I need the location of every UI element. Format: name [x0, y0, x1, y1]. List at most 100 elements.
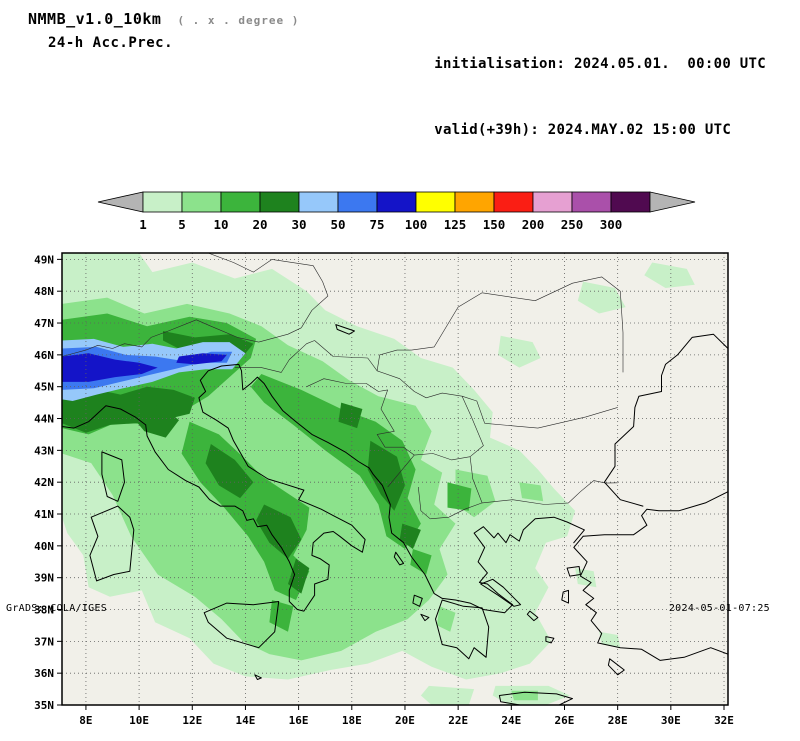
x-axis-tick-label: 22E [448, 714, 468, 727]
lesbos-coastline [566, 566, 581, 577]
colorbar-segment [415, 191, 456, 213]
precip-shaded-region [131, 399, 179, 438]
y-axis-tick-label: 45N [34, 381, 54, 394]
x-axis-tick-label: 32E [714, 714, 734, 727]
colorbar-right-arrow [649, 191, 696, 213]
x-axis-tick-label: 24E [501, 714, 521, 727]
colorbar-segment [454, 191, 495, 213]
colorbar-segment [337, 191, 378, 213]
x-axis-tick-label: 12E [182, 714, 202, 727]
footer: GrADS: COLA/IGES 2024-05-01-07:25 [0, 603, 800, 614]
colorbar-segment [220, 191, 261, 213]
colorbar-tick-label: 1 [139, 217, 147, 232]
colorbar-segment [532, 191, 573, 213]
init-time-label: initialisation: 2024.05.01. 00:00 UTC [434, 56, 766, 72]
colorbar-tick-label: 5 [178, 217, 186, 232]
x-axis-tick-label: 28E [608, 714, 628, 727]
colorbar-segment [610, 191, 651, 213]
creation-timestamp: 2024-05-01-07:25 [668, 603, 770, 614]
country-border [306, 378, 415, 456]
header-right: initialisation: 2024.05.01. 00:00 UTC va… [434, 9, 766, 185]
x-axis-tick-label: 8E [79, 714, 92, 727]
colorbar-tick-label: 50 [330, 217, 345, 232]
y-axis-tick-label: 41N [34, 508, 54, 521]
country-border [314, 276, 624, 373]
y-axis-tick-label: 42N [34, 476, 54, 489]
colorbar-segment [298, 191, 339, 213]
colorbar-tick-label: 200 [522, 217, 545, 232]
lake-balaton-coastline [335, 324, 355, 335]
colorbar-segment [571, 191, 612, 213]
precip-shaded-region [498, 335, 541, 368]
y-axis-tick-label: 46N [34, 349, 54, 362]
country-border [387, 453, 471, 488]
colorbar-tick-label: 300 [600, 217, 623, 232]
precip-shaded-region [62, 386, 195, 433]
precip-shaded-region [62, 353, 158, 382]
colorbar-tick-label: 20 [252, 217, 267, 232]
colorbar-tick-label: 250 [561, 217, 584, 232]
precip-shaded-region [447, 482, 472, 511]
kefalonia-coastline [412, 594, 423, 607]
country-border [208, 253, 329, 328]
precip-shaded-region [176, 353, 227, 365]
colorbar-tick-label: 100 [405, 217, 428, 232]
euboea-coastline [480, 578, 522, 607]
colorbar-segment [181, 191, 222, 213]
precip-shaded-region [367, 440, 405, 511]
x-axis-tick-label: 16E [289, 714, 309, 727]
y-axis-tick-label: 43N [34, 444, 54, 457]
y-axis-tick-label: 47N [34, 317, 54, 330]
marmara-blacksea-anatolia-coastline [582, 491, 728, 537]
colorbar-tick-label: 10 [213, 217, 228, 232]
y-axis-tick-label: 37N [34, 635, 54, 648]
y-axis-tick-label: 49N [34, 253, 54, 266]
y-axis-tick-label: 44N [34, 413, 54, 426]
x-axis-tick-label: 20E [395, 714, 415, 727]
x-axis-tick-label: 18E [342, 714, 362, 727]
italy-balkan-greece-mainland-coastline [62, 363, 585, 614]
x-axis-tick-label: 14E [236, 714, 256, 727]
colorbar-segment [142, 191, 183, 213]
precip-shaded-region [338, 402, 363, 429]
precip-shaded-region [644, 262, 695, 288]
colorbar-container: 1 5 10 20 30 50 75 100 125 150 200 250 300 [95, 191, 800, 243]
y-axis-tick-label: 39N [34, 572, 54, 585]
header-left: NMMB_v1.0_10km ( . x . degree ) 24-h Acc.… [28, 9, 299, 185]
precip-shaded-region [205, 444, 254, 499]
colorbar: 1 5 10 20 30 50 75 100 125 150 200 250 300 [97, 191, 696, 232]
precip-map-container: 8E 10E 12E 14E 16E 18E 20E 22E 24E 26E 28E 30E 32E 49… [0, 245, 800, 741]
x-axis-tick-label: 10E [129, 714, 149, 727]
colorbar-segment [376, 191, 417, 213]
y-axis-tick-label: 38N [34, 604, 54, 617]
colorbar-segment [493, 191, 534, 213]
model-title: NMMB_v1.0_10km [28, 10, 162, 28]
grads-credit: GrADS: COLA/IGES [6, 603, 108, 614]
colorbar-tick-label: 150 [483, 217, 506, 232]
corfu-coastline [393, 551, 405, 566]
x-axis-tick-label: 26E [555, 714, 575, 727]
precip-shaded-region [250, 374, 421, 549]
blacksea-west-coast-coastline [603, 333, 728, 507]
x-axis-tick-label: 30E [661, 714, 681, 727]
grid-note: ( . x . degree ) [177, 14, 300, 27]
colorbar-tick-label: 75 [369, 217, 384, 232]
corsica-coastline [101, 451, 125, 502]
precip-shaded-region [519, 482, 544, 502]
y-axis-tick-label: 36N [34, 667, 54, 680]
country-border [234, 340, 315, 373]
precip-shaded-region [410, 549, 432, 575]
chios-coastline [561, 589, 569, 604]
y-axis-tick-label: 40N [34, 540, 54, 553]
country-border [430, 480, 618, 520]
precip-shaded-region [256, 504, 302, 559]
y-axis-tick-label: 35N [34, 699, 54, 712]
country-border [418, 486, 431, 520]
colorbar-segment [259, 191, 300, 213]
country-border [62, 319, 302, 357]
colorbar-tick-label: 125 [444, 217, 467, 232]
precip-shaded-region [420, 685, 475, 705]
valid-time-label: valid(+39h): 2024.MAY.02 15:00 UTC [434, 122, 732, 138]
country-border [461, 396, 484, 504]
precip-shaded-region [288, 558, 310, 594]
